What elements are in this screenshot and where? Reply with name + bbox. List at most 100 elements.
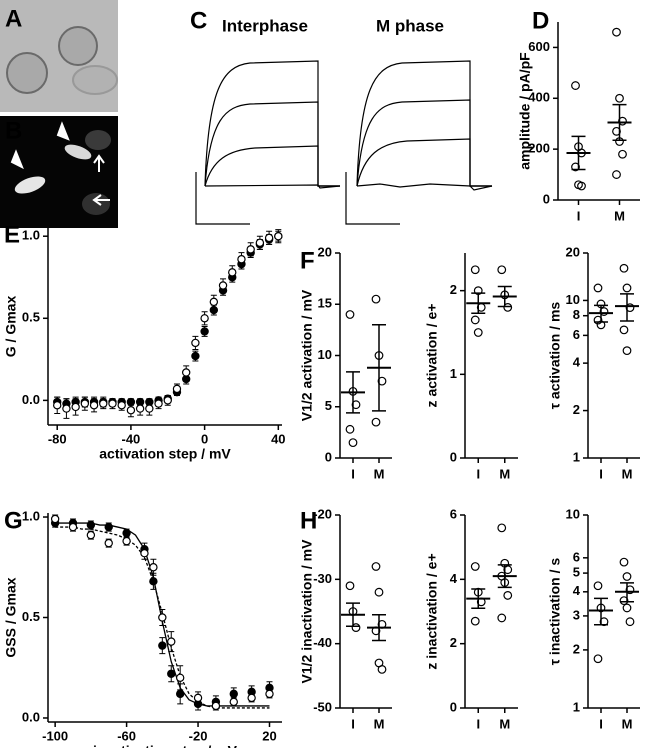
- y-axis-label: V1/2 inactivation / mV: [299, 539, 315, 684]
- data-point: [145, 404, 154, 413]
- x-tick-label: M: [614, 208, 625, 223]
- y-tick-label: 20: [318, 244, 332, 259]
- cell: [72, 65, 118, 95]
- x-tick-label: -100: [42, 728, 68, 743]
- data-point: [117, 401, 126, 410]
- data-point: [615, 93, 624, 103]
- panel-letter: D: [532, 7, 549, 34]
- data-point: [348, 438, 358, 448]
- y-axis-label: amplitude / pA/pF: [517, 52, 533, 170]
- data-point: [163, 396, 172, 405]
- data-point: [593, 581, 603, 591]
- panel-letter: C: [190, 7, 207, 34]
- trace: [356, 60, 492, 187]
- y-tick-label: 0.5: [22, 609, 40, 624]
- data-point: [612, 27, 621, 37]
- y-tick-label: 0.0: [22, 392, 40, 407]
- data-point: [191, 338, 200, 348]
- y-tick-label: 0: [543, 191, 550, 206]
- y-tick-label: 2: [450, 635, 457, 650]
- x-tick-label: M: [622, 466, 633, 481]
- y-tick-label: 10: [566, 506, 580, 521]
- y-tick-label: 8: [573, 307, 580, 322]
- data-point: [593, 654, 603, 664]
- arrows: [10, 121, 110, 206]
- x-axis-label: inactivation step / mV: [93, 743, 238, 748]
- y-tick-label: 1: [450, 366, 457, 381]
- arrow: [93, 154, 105, 172]
- data-point: [229, 697, 238, 707]
- data-point: [593, 283, 603, 293]
- y-tick-label: 15: [318, 296, 332, 311]
- data-point: [470, 562, 480, 571]
- x-tick-label: I: [599, 716, 603, 731]
- data-point: [470, 265, 480, 275]
- x-tick-label: I: [351, 466, 355, 481]
- y-axis-label: z activation / e+: [424, 304, 440, 408]
- y-axis-label: G / Gmax: [3, 296, 19, 358]
- panel-letter: A: [5, 5, 22, 32]
- trace: [204, 101, 340, 187]
- data-point: [377, 376, 387, 386]
- y-tick-label: 0.5: [22, 310, 40, 325]
- data-point: [599, 617, 609, 627]
- data-point: [377, 665, 387, 674]
- y-tick-label: 1: [573, 449, 580, 464]
- data-point: [71, 402, 80, 412]
- x-tick-label: 20: [262, 728, 276, 743]
- x-tick-label: -60: [117, 728, 136, 743]
- y-tick-label: 5: [325, 398, 332, 413]
- data-point: [593, 315, 603, 325]
- data-point: [80, 399, 90, 408]
- data-point: [200, 327, 209, 336]
- cells: [6, 26, 118, 95]
- y-tick-label: 4: [450, 571, 458, 586]
- nucleus: [64, 144, 92, 160]
- y-tick-label: 5: [573, 565, 580, 580]
- data-point: [191, 351, 200, 361]
- data-point: [122, 528, 131, 538]
- data-point: [126, 397, 136, 407]
- data-point: [618, 149, 627, 159]
- y-tick-label: 1.0: [22, 228, 40, 243]
- data-point: [167, 669, 176, 678]
- nucleus: [82, 193, 110, 215]
- data-point: [371, 294, 381, 304]
- y-tick-label: 10: [318, 347, 332, 362]
- trace: [356, 99, 492, 187]
- data-point: [473, 328, 483, 337]
- trace: [356, 183, 493, 191]
- x-tick-label: I: [351, 716, 355, 731]
- x-tick-label: -40: [122, 431, 141, 446]
- data-point: [200, 314, 209, 323]
- y-tick-label: -40: [313, 635, 332, 650]
- y-tick-label: -50: [313, 699, 332, 714]
- y-tick-label: 1.0: [22, 508, 40, 523]
- data-point: [622, 603, 632, 613]
- data-point: [209, 305, 219, 315]
- data-point: [625, 585, 635, 595]
- x-tick-label: M: [622, 716, 633, 731]
- data-point: [68, 522, 78, 532]
- nucleus: [85, 130, 111, 150]
- cell: [6, 52, 48, 94]
- y-tick-label: 400: [528, 90, 550, 105]
- data-point: [571, 81, 580, 90]
- y-tick-label: -30: [313, 571, 332, 586]
- data-point: [497, 613, 507, 623]
- data-point: [89, 401, 99, 410]
- trace: [204, 145, 340, 187]
- data-point: [374, 587, 384, 597]
- nucleus: [14, 176, 46, 194]
- data-point: [371, 417, 381, 427]
- data-point: [577, 181, 586, 191]
- data-point: [571, 162, 580, 172]
- data-point: [126, 406, 136, 415]
- data-point: [470, 616, 480, 626]
- x-tick-label: 40: [271, 431, 285, 446]
- data-point: [255, 238, 265, 247]
- y-tick-label: 6: [450, 506, 457, 521]
- data-point: [622, 283, 632, 293]
- data-point: [619, 596, 629, 606]
- cell: [58, 26, 98, 66]
